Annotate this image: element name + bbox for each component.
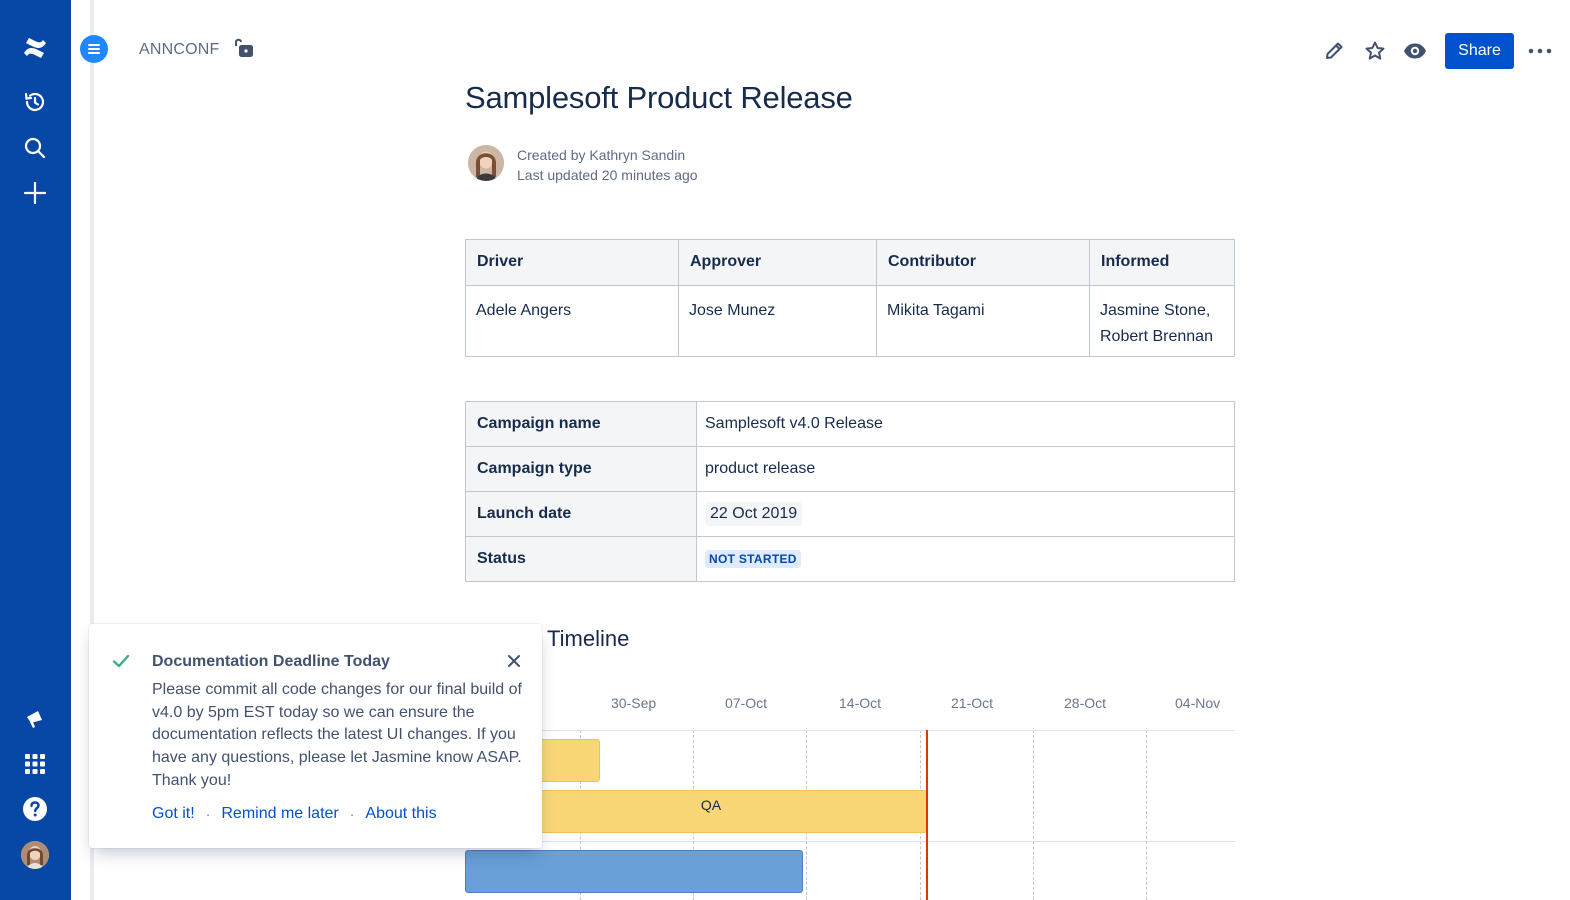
- timeline-bar[interactable]: [465, 850, 803, 893]
- timeline-tick-label: 07-Oct: [725, 695, 768, 711]
- campaign-name-value: Samplesoft v4.0 Release: [696, 401, 1235, 447]
- approver-cell: Jose Munez: [678, 285, 877, 357]
- author-avatar[interactable]: [468, 145, 504, 181]
- share-button[interactable]: Share: [1445, 33, 1514, 69]
- global-navigation-rail: [0, 0, 71, 900]
- launch-date-label: Launch date: [465, 491, 697, 537]
- timeline-lane-divider: [465, 730, 1235, 731]
- flag-title: Documentation Deadline Today: [152, 653, 390, 670]
- help-icon[interactable]: [14, 788, 56, 830]
- table-header-row: Driver Approver Contributor Informed: [465, 239, 1235, 286]
- status-badge: NOT STARTED: [705, 550, 801, 568]
- watch-eye-icon[interactable]: [1401, 37, 1429, 65]
- create-plus-icon[interactable]: [14, 172, 56, 214]
- star-icon[interactable]: [1361, 37, 1389, 65]
- table-row: Launch date 22 Oct 2019: [465, 491, 1235, 537]
- timeline-tick-label: 04-Nov: [1175, 695, 1221, 711]
- timeline-bar-qa[interactable]: QA: [465, 790, 927, 833]
- unlocked-restrictions-icon[interactable]: [233, 37, 255, 64]
- timeline-tick-label: 14-Oct: [839, 695, 882, 711]
- page-byline: Created by Kathryn Sandin Last updated 2…: [517, 145, 698, 185]
- roadmap-timeline[interactable]: 30-Sep 07-Oct 14-Oct 21-Oct 28-Oct 04-No…: [465, 680, 1235, 900]
- edit-pencil-icon[interactable]: [1320, 37, 1348, 65]
- page-title: Samplesoft Product Release: [465, 80, 853, 115]
- created-by-text: Created by Kathryn Sandin: [517, 147, 686, 163]
- table-header-cell: Driver: [465, 239, 679, 286]
- got-it-link[interactable]: Got it!: [152, 805, 195, 822]
- more-actions-icon[interactable]: [1526, 37, 1554, 65]
- timeline-tick-label: 28-Oct: [1064, 695, 1107, 711]
- flag-body-text: Please commit all code changes for our f…: [152, 681, 522, 789]
- sidebar-toggle-icon[interactable]: [80, 35, 108, 63]
- timeline-tick-label: 30-Sep: [611, 695, 657, 711]
- table-row: Campaign type product release: [465, 446, 1235, 492]
- remind-me-later-link[interactable]: Remind me later: [221, 805, 339, 822]
- timeline-bar-label: QA: [700, 797, 722, 813]
- confluence-logo-icon[interactable]: [14, 27, 56, 69]
- timeline-gridline: [1146, 730, 1147, 900]
- campaign-table: Campaign name Samplesoft v4.0 Release Ca…: [465, 401, 1235, 582]
- action-separator: ·: [205, 806, 211, 822]
- table-header-cell: Informed: [1089, 239, 1235, 286]
- daci-table: Driver Approver Contributor Informed Ade…: [465, 239, 1235, 357]
- timeline-tick-label: 21-Oct: [951, 695, 994, 711]
- today-marker-line: [926, 730, 928, 900]
- timeline-lane-divider: [465, 841, 1235, 842]
- table-row: Adele Angers Jose Munez Mikita Tagami Ja…: [465, 285, 1235, 357]
- launch-date-chip[interactable]: 22 Oct 2019: [705, 502, 803, 526]
- recent-history-icon[interactable]: [14, 81, 56, 123]
- success-check-icon: [111, 651, 131, 676]
- table-row: Campaign name Samplesoft v4.0 Release: [465, 401, 1235, 447]
- status-label: Status: [465, 536, 697, 582]
- space-key-breadcrumb[interactable]: ANNCONF: [139, 41, 220, 58]
- last-updated-text[interactable]: Last updated 20 minutes ago: [517, 167, 698, 183]
- feedback-megaphone-icon[interactable]: [14, 698, 56, 740]
- driver-cell: Adele Angers: [465, 285, 679, 357]
- about-this-link[interactable]: About this: [365, 805, 437, 822]
- campaign-type-label: Campaign type: [465, 446, 697, 492]
- campaign-type-value: product release: [696, 446, 1235, 492]
- contributor-cell: Mikita Tagami: [876, 285, 1090, 357]
- timeline-gridline: [1033, 730, 1034, 900]
- action-separator: ·: [349, 806, 355, 822]
- campaign-name-label: Campaign name: [465, 401, 697, 447]
- search-icon[interactable]: [14, 127, 56, 169]
- sidebar-divider: [90, 0, 94, 900]
- user-avatar[interactable]: [21, 841, 49, 869]
- timeline-heading: Timeline: [547, 626, 630, 651]
- flag-actions: Got it! · Remind me later · About this: [152, 805, 437, 823]
- notification-flag: Documentation Deadline Today Please comm…: [89, 624, 542, 848]
- table-header-cell: Approver: [678, 239, 877, 286]
- table-header-cell: Contributor: [876, 239, 1090, 286]
- close-icon[interactable]: [505, 652, 523, 675]
- informed-cell: Jasmine Stone, Robert Brennan: [1089, 285, 1235, 357]
- table-row: Status NOT STARTED: [465, 536, 1235, 582]
- status-cell: NOT STARTED: [696, 536, 1235, 582]
- launch-date-cell: 22 Oct 2019: [696, 491, 1235, 537]
- app-switcher-icon[interactable]: [14, 743, 56, 785]
